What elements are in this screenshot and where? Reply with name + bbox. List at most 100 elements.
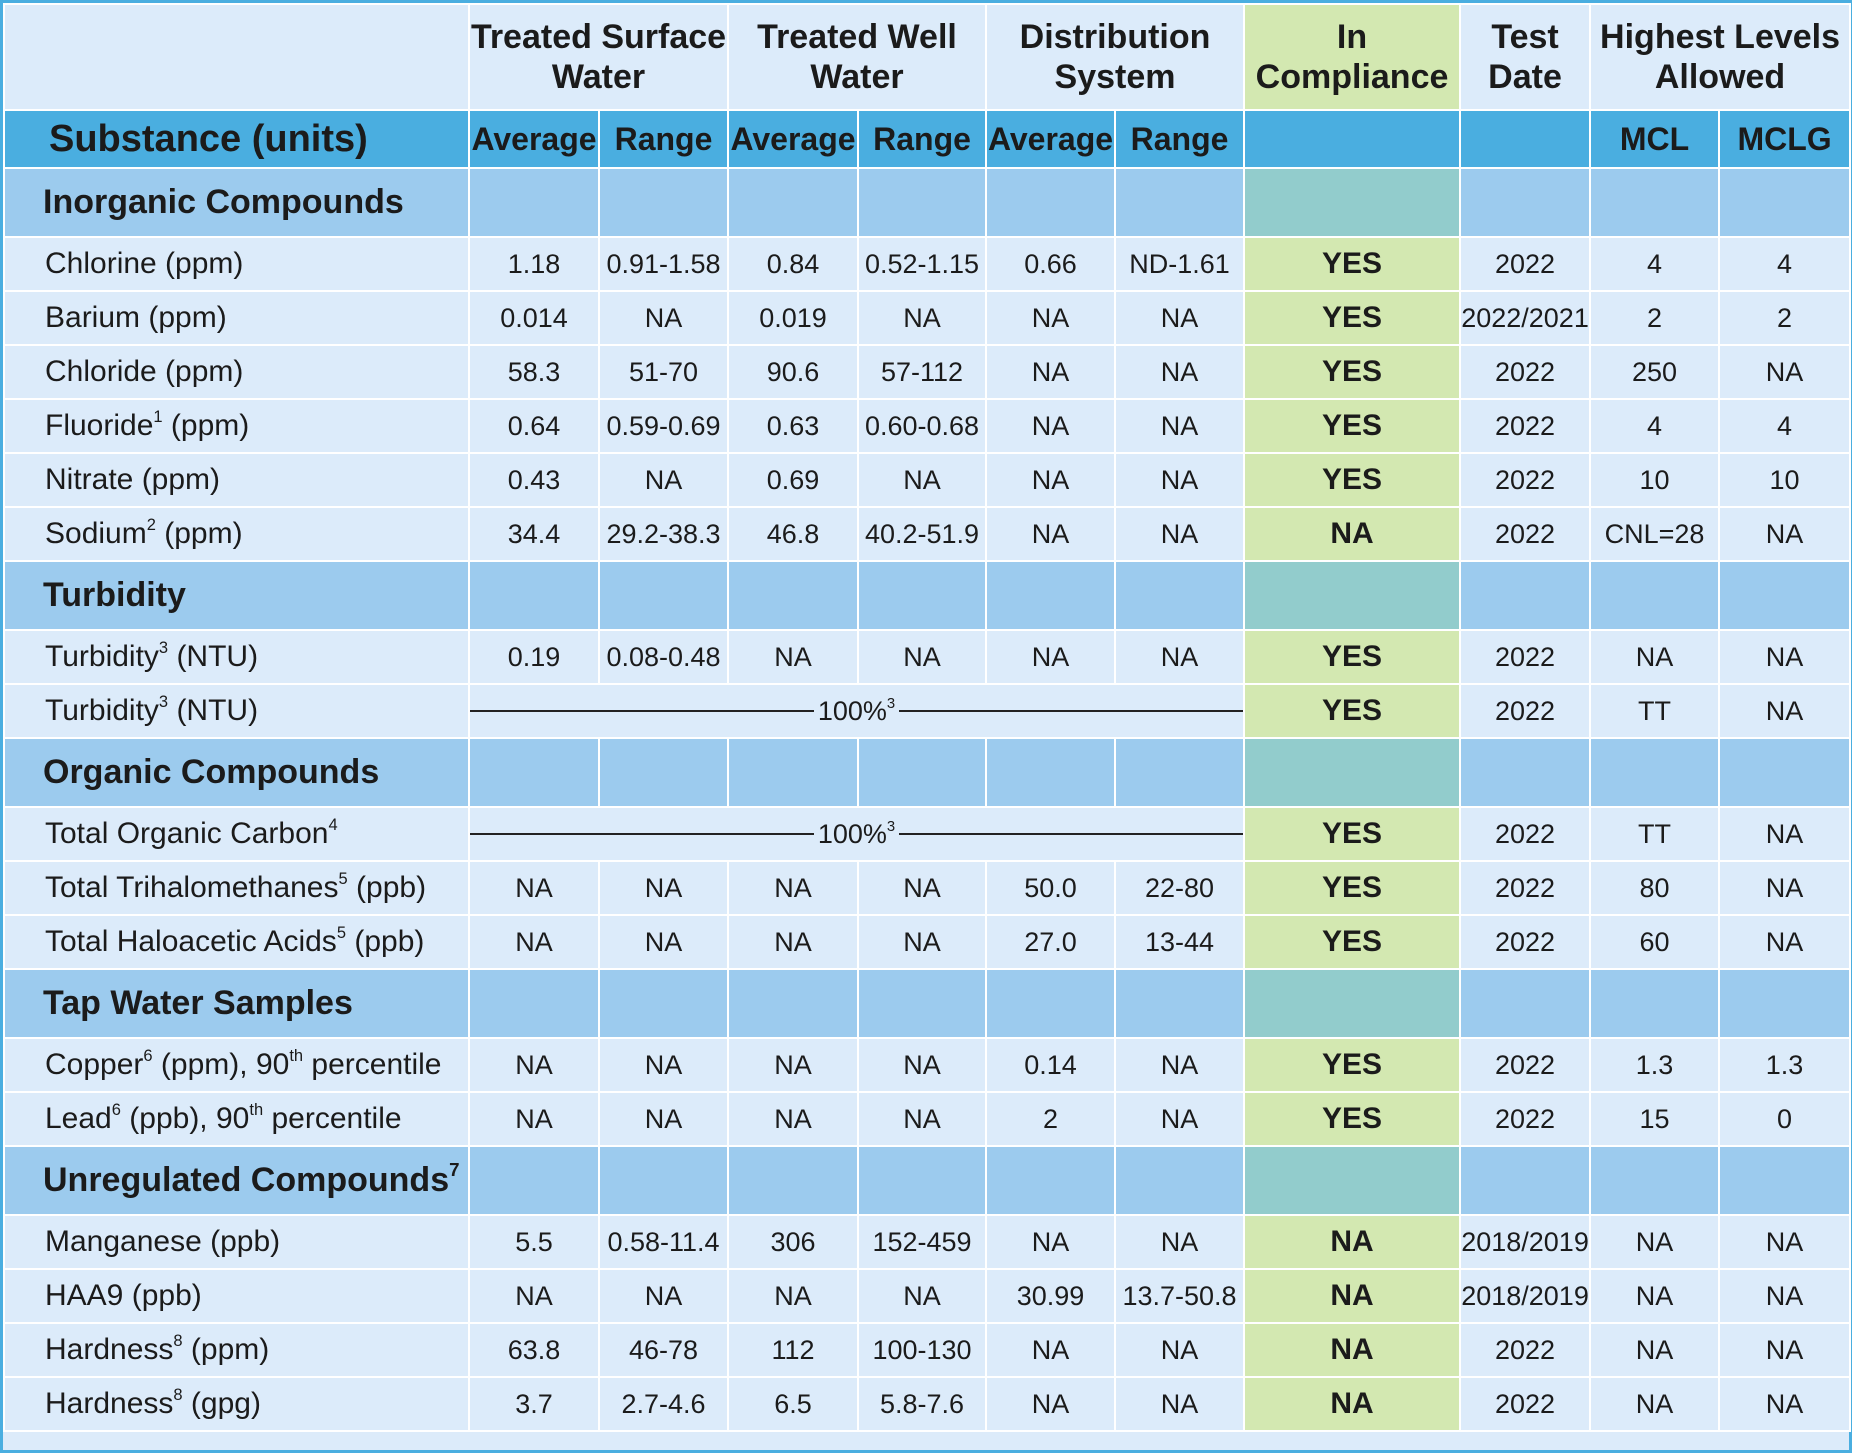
text: NA — [1160, 1103, 1199, 1134]
value-cell: 0.43 — [468, 452, 600, 508]
text: Total Haloacetic Acids — [45, 925, 337, 958]
data-row: Manganese (ppb) 5.5 0.58-11.4 306 152-459 NA N… — [3, 1214, 1852, 1270]
text: YES — [1322, 247, 1383, 280]
value-cell: 2018/2019 — [1459, 1268, 1592, 1324]
value-cell: NA — [598, 290, 729, 346]
subheader: MCLG — [1718, 109, 1852, 169]
merged-text: 100%3 — [814, 696, 899, 727]
value-cell: NA — [468, 1037, 600, 1093]
text: 2.7-4.6 — [621, 1388, 706, 1419]
value-cell: 0 — [1718, 1091, 1852, 1147]
blank-cell — [1718, 1145, 1852, 1216]
subheader: Average — [985, 109, 1117, 169]
value-cell: NA — [1718, 914, 1852, 970]
value-cell: 306 — [727, 1214, 859, 1270]
blank-cell — [1114, 560, 1246, 631]
blank-cell — [1718, 167, 1852, 238]
footnote-mark: th — [289, 1046, 304, 1065]
blank-cell — [468, 737, 600, 808]
text: (ppm) — [182, 1333, 270, 1366]
value-cell: NA — [985, 344, 1117, 400]
text: NA — [1160, 410, 1199, 441]
footnote-mark: 7 — [449, 1159, 460, 1181]
text: 2022 — [1494, 1103, 1556, 1134]
text: NA — [1031, 302, 1070, 333]
text: NA — [1160, 356, 1199, 387]
text: YES — [1322, 301, 1383, 334]
value-cell: NA — [598, 860, 729, 916]
text: 50.0 — [1024, 872, 1077, 903]
group-header-line: Water — [810, 58, 904, 96]
text: YES — [1322, 409, 1383, 442]
subheader: Average — [468, 109, 600, 169]
text: NA — [903, 1103, 941, 1134]
text: 46-78 — [628, 1334, 699, 1365]
text: NA — [1635, 1388, 1674, 1419]
compliance-cell: YES — [1243, 806, 1462, 862]
text: NA — [774, 926, 812, 957]
text: NA — [644, 872, 683, 903]
text: Average — [471, 120, 597, 157]
text: NA — [1330, 1225, 1374, 1258]
value-cell: 13.7-50.8 — [1114, 1268, 1246, 1324]
text: Inorganic Compounds — [43, 183, 404, 221]
blank-cell — [1243, 968, 1462, 1039]
text: CNL=28 — [1604, 518, 1705, 549]
value-cell: NA — [727, 1268, 859, 1324]
text: 4 — [1777, 410, 1793, 441]
text: Substance (units) — [49, 117, 368, 160]
footnote-mark: 6 — [143, 1046, 153, 1065]
text: ND-1.61 — [1129, 248, 1230, 279]
value-cell: NA — [1718, 1214, 1852, 1270]
text: Range — [614, 120, 713, 157]
value-cell: NA — [727, 1091, 859, 1147]
value-cell: 2022 — [1459, 1037, 1592, 1093]
blank-cell — [598, 560, 729, 631]
data-row: Chloride (ppm) 58.3 51-70 90.6 57-112 NA NA YES… — [3, 344, 1852, 400]
footnote-mark: 5 — [338, 869, 348, 888]
value-cell: NA — [727, 629, 859, 685]
text: NA — [1160, 1049, 1199, 1080]
section-row: Unregulated Compounds7 — [3, 1145, 1852, 1216]
text: 2022 — [1494, 518, 1556, 549]
text: 250 — [1632, 356, 1678, 387]
text: NA — [1330, 517, 1374, 550]
text: NA — [644, 302, 683, 333]
value-cell: 90.6 — [727, 344, 859, 400]
text: NA — [1160, 1388, 1199, 1419]
text: 15 — [1639, 1103, 1670, 1134]
value-cell: 29.2-38.3 — [598, 506, 729, 562]
value-cell: 2022 — [1459, 1091, 1592, 1147]
compliance-cell: YES — [1243, 914, 1462, 970]
text: 57-112 — [880, 356, 964, 387]
blank-cell — [1114, 737, 1246, 808]
substance-name: Nitrate (ppm) — [3, 452, 470, 508]
section-title: Organic Compounds — [3, 737, 470, 808]
subheader: Average — [727, 109, 859, 169]
footnote-mark: th — [249, 1100, 264, 1119]
text: 0.63 — [766, 410, 820, 441]
blank-cell — [985, 1145, 1117, 1216]
text: 0.019 — [759, 302, 827, 333]
text: 13.7-50.8 — [1122, 1280, 1237, 1311]
text: (ppm) — [155, 517, 243, 550]
blank-cell — [1718, 560, 1852, 631]
substance-name: Chloride (ppm) — [3, 344, 470, 400]
text: 306 — [770, 1226, 816, 1257]
compliance-cell: NA — [1243, 1214, 1462, 1270]
value-cell: 2022 — [1459, 236, 1592, 292]
text: HAA9 (ppb) — [45, 1279, 202, 1312]
compliance-cell: NA — [1243, 506, 1462, 562]
group-header-line: Distribution — [1019, 18, 1211, 56]
value-cell: 4 — [1718, 236, 1852, 292]
value-cell: NA — [1114, 290, 1246, 346]
text: NA — [1160, 641, 1199, 672]
text: Hardness — [45, 1333, 174, 1366]
text: NA — [515, 926, 553, 957]
compliance-cell: YES — [1243, 860, 1462, 916]
text: NA — [644, 464, 683, 495]
text: NA — [644, 1049, 683, 1080]
value-cell: 2022/2021 — [1459, 290, 1592, 346]
text: Nitrate (ppm) — [45, 463, 221, 496]
value-cell: NA — [598, 1091, 729, 1147]
